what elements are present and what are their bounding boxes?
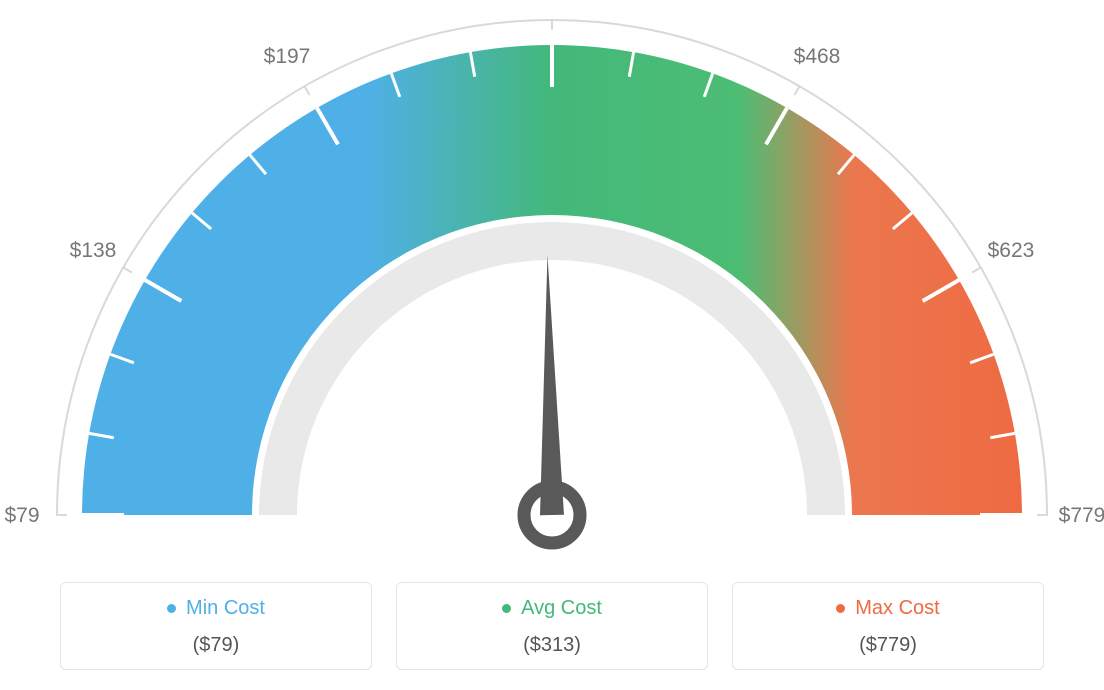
legend-card-max: Max Cost ($779) [732,582,1044,670]
gauge-chart-container: $79$138$197$313$468$623$779 Min Cost ($7… [0,0,1104,690]
legend-dot-max [836,604,845,613]
svg-text:$623: $623 [988,239,1035,262]
gauge: $79$138$197$313$468$623$779 [0,0,1104,560]
svg-text:$79: $79 [4,504,39,527]
legend-label-min: Min Cost [186,597,265,620]
legend-card-min: Min Cost ($79) [60,582,372,670]
legend-dot-min [167,604,176,613]
legend-label-max: Max Cost [855,597,939,620]
svg-text:$197: $197 [264,45,311,68]
svg-text:$468: $468 [794,45,841,68]
legend-row: Min Cost ($79) Avg Cost ($313) Max Cost … [0,582,1104,670]
legend-card-avg: Avg Cost ($313) [396,582,708,670]
legend-value-avg: ($313) [397,634,707,657]
legend-dot-avg [502,604,511,613]
legend-value-min: ($79) [61,634,371,657]
legend-value-max: ($779) [733,634,1043,657]
legend-label-avg: Avg Cost [521,597,602,620]
svg-text:$779: $779 [1059,504,1104,527]
svg-text:$138: $138 [70,239,117,262]
